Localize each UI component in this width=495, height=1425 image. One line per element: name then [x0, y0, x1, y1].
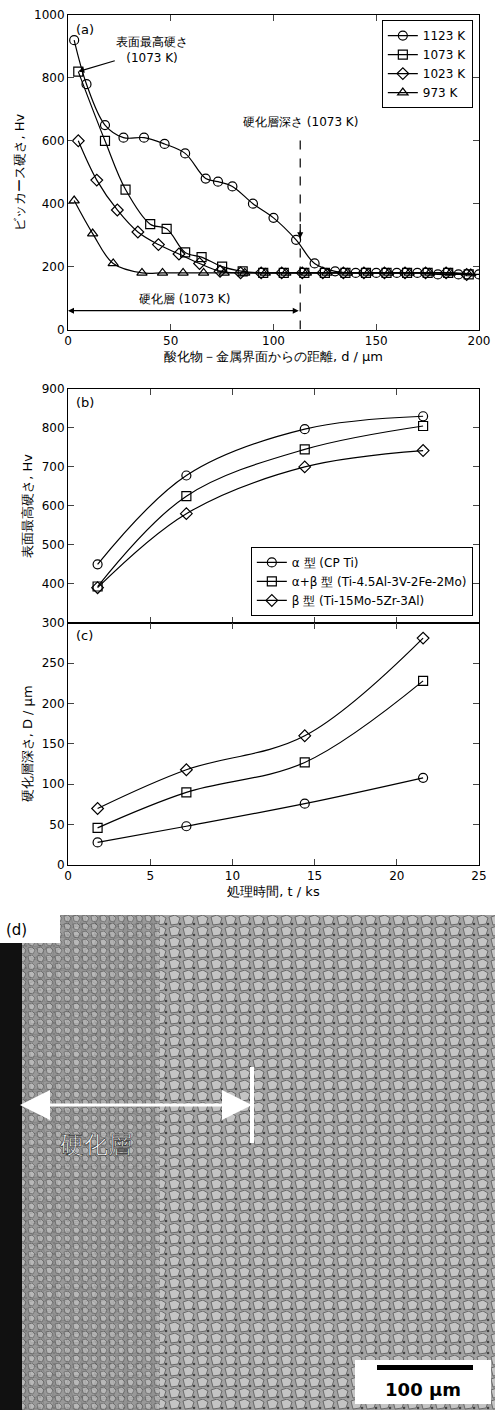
- svg-text:10: 10: [225, 869, 240, 883]
- svg-text:20: 20: [389, 869, 404, 883]
- svg-text:300: 300: [42, 616, 65, 630]
- svg-text:β 型 (Ti-15Mo-5Zr-3Al): β 型 (Ti-15Mo-5Zr-3Al): [292, 594, 424, 608]
- svg-text:200: 200: [42, 697, 65, 711]
- svg-text:硬化層 (1073 K): 硬化層 (1073 K): [139, 292, 230, 306]
- svg-text:硬化層: 硬化層: [60, 1131, 132, 1159]
- svg-text:硬化層深さ, D / μm: 硬化層深さ, D / μm: [20, 685, 35, 802]
- svg-text:150: 150: [42, 737, 65, 751]
- svg-text:1073 K: 1073 K: [423, 48, 466, 62]
- svg-text:150: 150: [365, 334, 388, 348]
- svg-text:0: 0: [64, 869, 72, 883]
- svg-text:表面最高硬さ, Hv: 表面最高硬さ, Hv: [20, 454, 35, 558]
- svg-text:200: 200: [468, 334, 491, 348]
- svg-text:400: 400: [42, 197, 65, 211]
- svg-text:15: 15: [307, 869, 322, 883]
- svg-text:800: 800: [42, 71, 65, 85]
- svg-text:700: 700: [42, 460, 65, 474]
- svg-text:100: 100: [262, 334, 285, 348]
- svg-text:(d): (d): [6, 921, 27, 939]
- svg-text:100: 100: [42, 777, 65, 791]
- svg-text:(b): (b): [76, 395, 94, 410]
- svg-text:処理時間, t / ks: 処理時間, t / ks: [227, 884, 320, 899]
- svg-text:50: 50: [49, 818, 64, 832]
- svg-text:600: 600: [42, 134, 65, 148]
- svg-text:0: 0: [57, 323, 65, 337]
- svg-text:表面最高硬さ(1073 K): 表面最高硬さ(1073 K): [116, 35, 188, 65]
- svg-text:5: 5: [146, 869, 154, 883]
- svg-text:900: 900: [42, 382, 65, 396]
- svg-text:250: 250: [42, 656, 65, 670]
- svg-text:0: 0: [57, 858, 65, 872]
- svg-text:0: 0: [64, 334, 72, 348]
- svg-text:800: 800: [42, 421, 65, 435]
- svg-text:600: 600: [42, 499, 65, 513]
- svg-text:酸化物－金属界面からの距離, d / μm: 酸化物－金属界面からの距離, d / μm: [164, 349, 383, 364]
- svg-text:200: 200: [42, 260, 65, 274]
- svg-text:(c): (c): [76, 628, 93, 643]
- svg-text:1000: 1000: [34, 8, 65, 22]
- svg-text:400: 400: [42, 577, 65, 591]
- svg-text:25: 25: [471, 869, 486, 883]
- svg-text:1023 K: 1023 K: [423, 67, 466, 81]
- svg-text:α 型 (CP Ti): α 型 (CP Ti): [292, 556, 359, 570]
- svg-text:100 μm: 100 μm: [385, 1379, 461, 1400]
- svg-text:α+β 型 (Ti-4.5Al-3V-2Fe-2Mo): α+β 型 (Ti-4.5Al-3V-2Fe-2Mo): [292, 575, 467, 589]
- svg-text:1123 K: 1123 K: [423, 29, 466, 43]
- svg-text:50: 50: [163, 334, 178, 348]
- svg-text:硬化層深さ (1073 K): 硬化層深さ (1073 K): [243, 115, 358, 129]
- svg-text:ビッカース硬さ, Hv: ビッカース硬さ, Hv: [12, 114, 27, 231]
- svg-text:(a): (a): [76, 22, 94, 37]
- svg-text:973 K: 973 K: [423, 86, 459, 100]
- svg-text:500: 500: [42, 538, 65, 552]
